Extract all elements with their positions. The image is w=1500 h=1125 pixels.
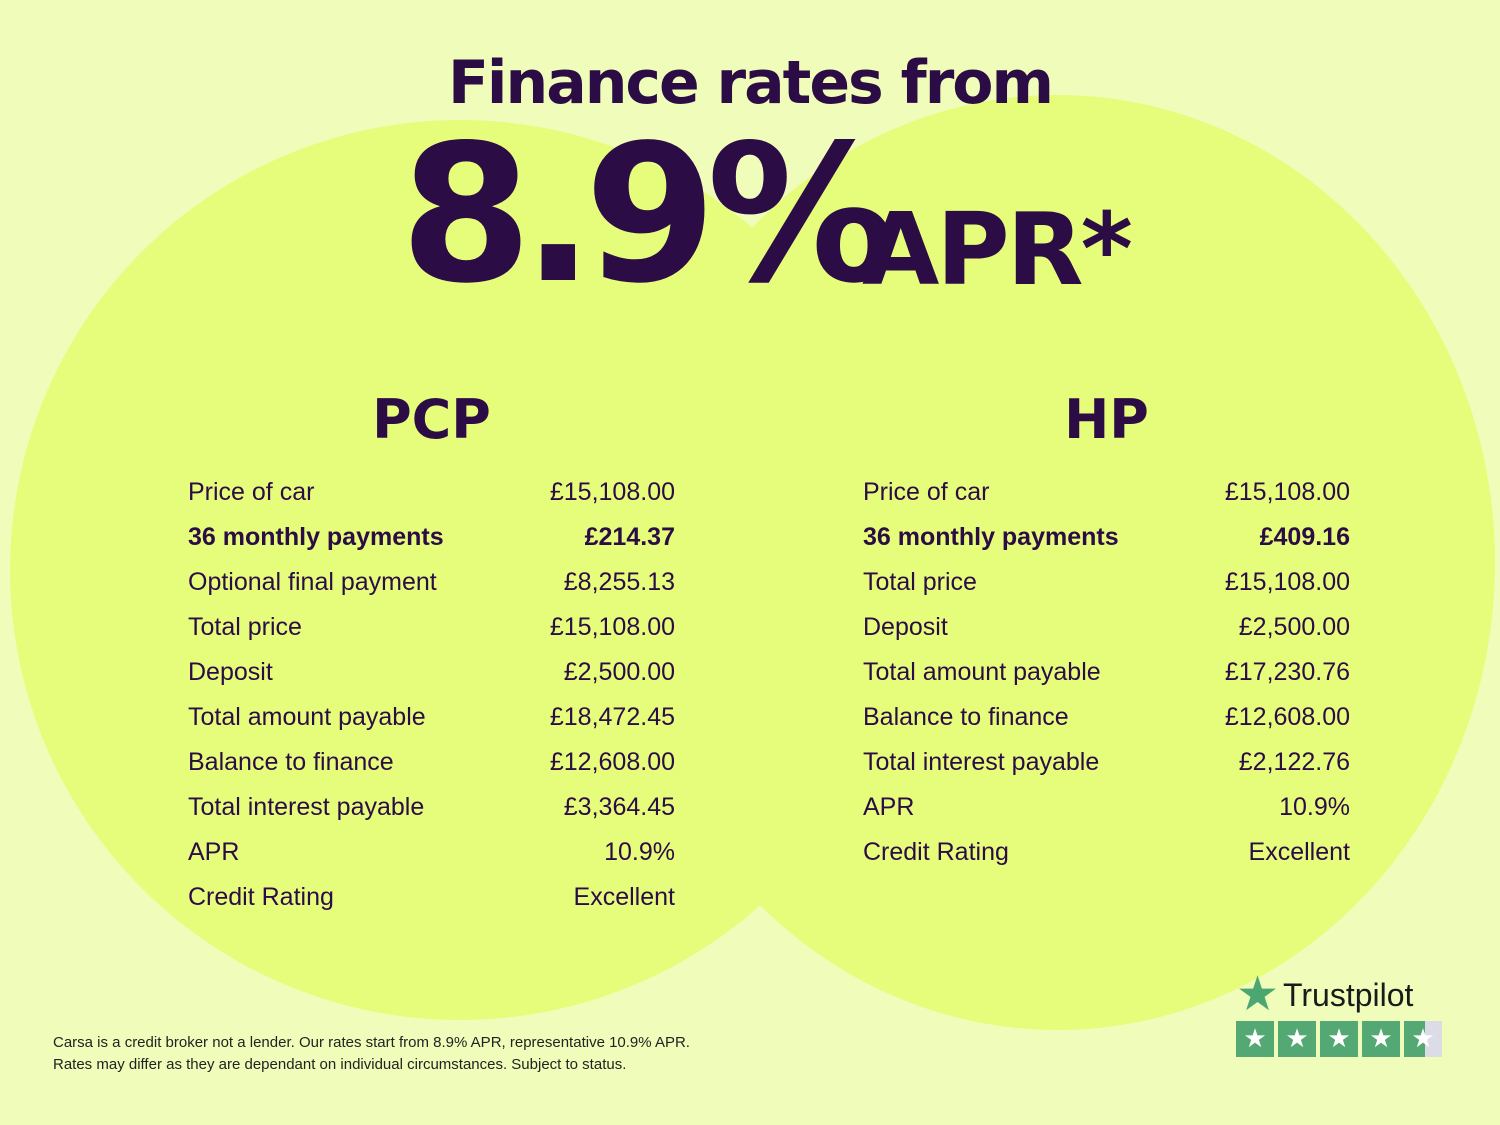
row-label: Total amount payable (863, 658, 1101, 686)
row-value: £2,122.76 (1238, 748, 1350, 776)
row-value: £214.37 (584, 523, 675, 551)
pcp-table: PCP Price of car £15,108.00 36 monthly pay… (188, 390, 675, 920)
row-value: £15,108.00 (1224, 568, 1350, 596)
background-circle-right (620, 95, 1495, 1030)
row-value: £8,255.13 (563, 568, 675, 596)
row-value: £3,364.45 (563, 793, 675, 821)
row-value: £12,608.00 (1224, 703, 1350, 731)
pcp-row: Total amount payable £18,472.45 (188, 695, 675, 740)
hp-row: Price of car £15,108.00 (863, 470, 1350, 515)
row-label: Total price (188, 613, 302, 641)
row-value: £18,472.45 (549, 703, 675, 731)
disclaimer-line-2: Rates may differ as they are dependant o… (53, 1056, 627, 1073)
pcp-row: Total price £15,108.00 (188, 605, 675, 650)
pcp-title: PCP (372, 388, 491, 451)
hp-row: 36 monthly payments £409.16 (863, 515, 1350, 560)
pcp-row: Total interest payable £3,364.45 (188, 785, 675, 830)
headline-title: Finance rates from (447, 48, 1054, 118)
row-label: Total interest payable (188, 793, 425, 821)
headline-apr: APR* (862, 191, 1133, 308)
disclaimer-line-1: Carsa is a credit broker not a lender. O… (53, 1034, 690, 1051)
headline-rate: 8.9% (400, 104, 897, 325)
row-value: £2,500.00 (1238, 613, 1350, 641)
row-value: Excellent (573, 883, 675, 911)
row-value: Excellent (1248, 838, 1350, 866)
star-icon: ★ (1320, 1021, 1358, 1057)
row-label: APR (188, 838, 240, 866)
row-label: 36 monthly payments (188, 523, 444, 551)
trustpilot-badge: ★ Trustpilot ★ ★ ★ ★ ★ (1236, 968, 1442, 1057)
hp-row: Total interest payable £2,122.76 (863, 740, 1350, 785)
row-value: 10.9% (604, 838, 675, 866)
star-icon: ★ (1236, 1021, 1274, 1057)
row-label: Credit Rating (863, 838, 1009, 866)
disclaimer: Carsa is a credit broker not a lender. O… (53, 1032, 690, 1076)
hp-table: HP Price of car £15,108.00 36 monthly paym… (863, 390, 1350, 875)
row-label: 36 monthly payments (863, 523, 1119, 551)
row-label: Balance to finance (188, 748, 394, 776)
pcp-row: Optional final payment £8,255.13 (188, 560, 675, 605)
row-value: £12,608.00 (549, 748, 675, 776)
row-label: Price of car (863, 478, 990, 506)
row-label: APR (863, 793, 915, 821)
trustpilot-rating: ★ ★ ★ ★ ★ (1236, 1021, 1442, 1057)
hp-row: Total price £15,108.00 (863, 560, 1350, 605)
pcp-row: Price of car £15,108.00 (188, 470, 675, 515)
hp-row: APR 10.9% (863, 785, 1350, 830)
hp-row: Deposit £2,500.00 (863, 605, 1350, 650)
star-icon: ★ (1362, 1021, 1400, 1057)
pcp-row: Balance to finance £12,608.00 (188, 740, 675, 785)
hp-row: Credit Rating Excellent (863, 830, 1350, 875)
pcp-row: APR 10.9% (188, 830, 675, 875)
row-label: Credit Rating (188, 883, 334, 911)
row-label: Deposit (188, 658, 273, 686)
star-icon: ★ (1278, 1021, 1316, 1057)
row-value: £15,108.00 (549, 613, 675, 641)
row-value: £17,230.76 (1224, 658, 1350, 686)
row-label: Total amount payable (188, 703, 426, 731)
pcp-row: Credit Rating Excellent (188, 875, 675, 920)
row-label: Price of car (188, 478, 315, 506)
star-icon: ★ (1404, 1021, 1442, 1057)
pcp-row: 36 monthly payments £214.37 (188, 515, 675, 560)
row-label: Total price (863, 568, 977, 596)
row-label: Deposit (863, 613, 948, 641)
row-value: £2,500.00 (563, 658, 675, 686)
row-value: £409.16 (1259, 523, 1350, 551)
trustpilot-star-icon: ★ (1236, 968, 1280, 1021)
row-value: £15,108.00 (549, 478, 675, 506)
row-label: Balance to finance (863, 703, 1069, 731)
trustpilot-name: Trustpilot (1283, 976, 1414, 1013)
pcp-row: Deposit £2,500.00 (188, 650, 675, 695)
hp-row: Balance to finance £12,608.00 (863, 695, 1350, 740)
row-label: Total interest payable (863, 748, 1100, 776)
row-value: 10.9% (1279, 793, 1350, 821)
hp-row: Total amount payable £17,230.76 (863, 650, 1350, 695)
row-value: £15,108.00 (1224, 478, 1350, 506)
hp-title: HP (1064, 388, 1149, 451)
row-label: Optional final payment (188, 568, 437, 596)
